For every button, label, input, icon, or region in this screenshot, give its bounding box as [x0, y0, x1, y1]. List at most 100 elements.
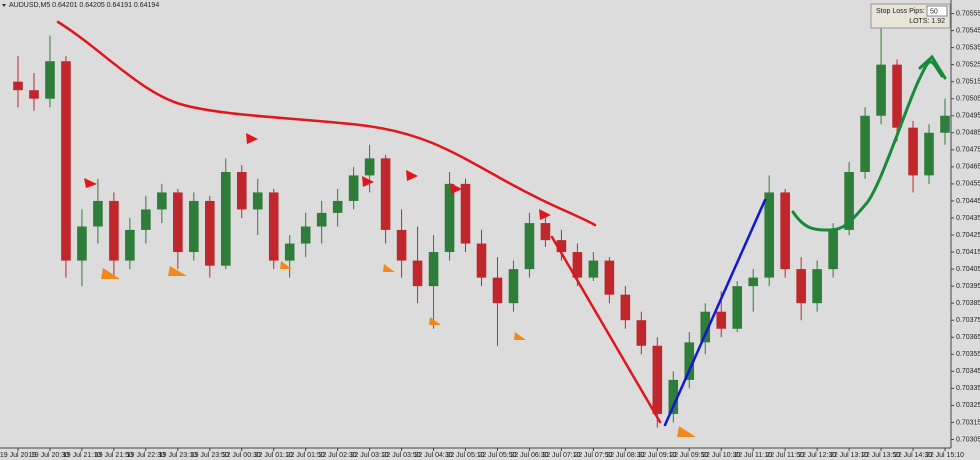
y-tick-label: 0.70305 [956, 436, 980, 443]
y-tick-label: 0.70495 [956, 113, 980, 120]
candle-body [380, 158, 391, 230]
candle-body [716, 311, 727, 329]
x-tick-label: 22 Jul 01:50 [287, 452, 325, 459]
candle-body [668, 379, 679, 414]
x-tick-label: 22 Jul 02:30 [319, 452, 357, 459]
candle-body [125, 229, 135, 261]
trend-curve [56, 20, 597, 227]
candle-body [748, 277, 759, 287]
candle-body [732, 286, 743, 329]
candle-body [316, 212, 327, 227]
candle-body [61, 61, 71, 261]
candle-body [396, 229, 407, 261]
y-tick-label: 0.70355 [956, 351, 980, 358]
buy-arrow [280, 261, 292, 269]
candle-body [684, 342, 695, 380]
down-line [550, 235, 662, 424]
candle-body [13, 81, 23, 91]
y-tick-label: 0.70525 [956, 61, 980, 68]
y-tick-label: 0.70465 [956, 164, 980, 171]
trade-panel: Stop Loss Pips: 50 LOTS: 1.92 [870, 3, 951, 29]
green-arrowhead [918, 54, 947, 80]
buy-arrow [101, 268, 120, 279]
x-tick-label: 19 Jul 2019 [0, 452, 36, 459]
candle-body [524, 223, 535, 270]
candle-body [364, 158, 375, 176]
sell-arrow [362, 176, 374, 187]
candle-body [284, 243, 295, 261]
up-line [663, 198, 767, 427]
candle-body [828, 229, 838, 270]
stop-loss-value[interactable]: 50 [930, 8, 938, 15]
buy-arrow [168, 266, 187, 276]
y-tick-label: 0.70555 [956, 10, 980, 17]
y-tick-label: 0.70485 [956, 130, 980, 137]
candle-body [348, 175, 359, 201]
candle-body [540, 223, 551, 241]
x-tick-label: 22 Jul 03:10 [351, 452, 389, 459]
candle-body [77, 226, 87, 261]
y-tick-label: 0.70505 [956, 96, 980, 103]
y-tick-label: 0.70545 [956, 27, 980, 34]
candle-body [876, 64, 886, 116]
candle-body [300, 226, 311, 244]
x-tick-label: 22 Jul 14:30 [894, 452, 932, 459]
sell-arrow [84, 178, 97, 188]
buy-arrow [383, 264, 395, 272]
y-tick-label: 0.70415 [956, 249, 980, 256]
candle-body [652, 345, 663, 414]
candle-body [29, 90, 39, 99]
candle-body [844, 171, 854, 230]
candle-body [508, 269, 519, 304]
candle-body [428, 252, 439, 287]
candle-body [700, 311, 711, 343]
y-tick-label: 0.70515 [956, 79, 980, 86]
x-tick-label: 22 Jul 07:10 [542, 452, 580, 459]
y-tick-label: 0.70535 [956, 44, 980, 51]
buy-arrow [514, 332, 526, 340]
candle-body [141, 209, 151, 230]
candle-body [604, 260, 615, 295]
candle-body [940, 115, 950, 133]
x-tick-label: 22 Jul 09:50 [670, 452, 708, 459]
x-tick-label: 22 Jul 07:50 [574, 452, 612, 459]
y-tick-label: 0.70385 [956, 300, 980, 307]
y-tick-label: 0.70365 [956, 334, 980, 341]
candle-body [332, 200, 343, 213]
y-tick-label: 0.70345 [956, 368, 980, 375]
x-tick-label: 19 Jul 20:30 [31, 452, 69, 459]
x-tick-label: 22 Jul 15:10 [926, 452, 964, 459]
buy-arrow [677, 426, 696, 437]
candle-body [860, 115, 870, 172]
candle-body [460, 183, 471, 244]
candle-body [588, 260, 599, 278]
menu-icon [2, 4, 6, 7]
x-tick-label: 22 Jul 11:50 [766, 452, 804, 459]
x-tick-label: 19 Jul 23:10 [159, 452, 197, 459]
y-tick-label: 0.70325 [956, 402, 980, 409]
candle-body [444, 183, 455, 253]
candle-body [572, 252, 583, 278]
x-tick-label: 22 Jul 03:50 [383, 452, 421, 459]
candle-body [189, 200, 199, 253]
candle-body [173, 192, 183, 253]
stop-loss-input[interactable] [926, 5, 948, 17]
candle-body [476, 243, 487, 278]
buy-arrow [429, 317, 441, 325]
y-tick-label: 0.70335 [956, 385, 980, 392]
chart-title: AUDUSD,M5 0.64201 0.64205 0.64191 0.6419… [9, 2, 159, 9]
candle-body [892, 64, 902, 128]
candles [13, 25, 950, 428]
sell-arrow [539, 209, 551, 220]
x-tick-label: 22 Jul 04:30 [414, 452, 452, 459]
x-tick-label: 19 Jul 21:50 [95, 452, 133, 459]
y-tick-label: 0.70455 [956, 181, 980, 188]
x-tick-label: 22 Jul 05:10 [446, 452, 484, 459]
candle-body [764, 192, 774, 278]
sell-arrow [406, 170, 418, 181]
x-tick-label: 22 Jul 09:10 [638, 452, 676, 459]
x-tick-label: 22 Jul 05:50 [478, 452, 516, 459]
candle-body [812, 269, 822, 304]
y-tick-label: 0.70405 [956, 266, 980, 273]
candle-body [924, 132, 934, 176]
